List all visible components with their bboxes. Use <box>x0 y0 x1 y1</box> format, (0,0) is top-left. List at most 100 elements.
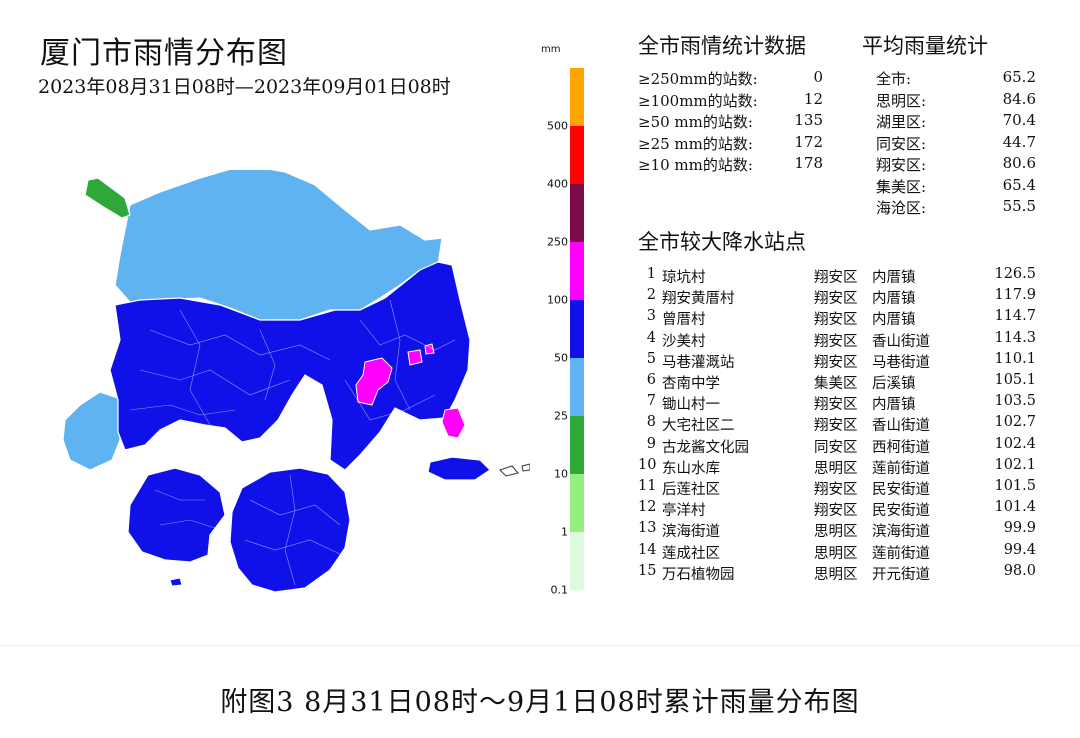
average-value: 65.4 <box>1002 175 1036 194</box>
average-value: 55.5 <box>1002 197 1036 215</box>
station-rank: 3 <box>646 308 656 325</box>
station-town: 开元街道 <box>872 566 930 583</box>
station-name: 古龙酱文化园 <box>662 439 749 456</box>
legend-band <box>570 126 584 184</box>
station-name: 后莲社区 <box>662 482 720 498</box>
station-rank: 11 <box>638 478 657 494</box>
legend-band <box>570 242 584 300</box>
station-district: 同安区 <box>814 439 858 456</box>
station-district: 翔安区 <box>814 418 858 435</box>
station-rank: 2 <box>646 287 656 304</box>
rain-map-sheet: 厦门市雨情分布图 2023年08月31日08时—2023年09月01日08时 <box>38 34 1036 597</box>
map-islet <box>499 465 519 477</box>
station-name: 马巷灌溉站 <box>662 354 735 371</box>
average-value: 80.6 <box>1002 154 1036 172</box>
legend-band <box>570 184 584 242</box>
station-rainfall: 99.4 <box>1003 541 1036 558</box>
station-town: 内厝镇 <box>872 270 916 286</box>
station-name: 亭洋村 <box>662 503 706 520</box>
average-district: 思明区: <box>876 91 927 110</box>
station-town: 后溪镇 <box>872 376 916 392</box>
legend-band <box>570 68 584 126</box>
station-name: 锄山村一 <box>662 397 720 414</box>
map-region-light-blue-west <box>62 391 121 471</box>
station-rank: 5 <box>646 350 656 367</box>
station-rank: 9 <box>646 435 656 452</box>
station-rainfall: 114.3 <box>994 329 1036 346</box>
station-town: 民安街道 <box>872 503 930 520</box>
station-name: 曾厝村 <box>662 312 706 329</box>
divider <box>0 645 1080 646</box>
legend-tick-label: 0.1 <box>550 583 569 597</box>
station-name: 莲成社区 <box>662 545 720 562</box>
station-town: 马巷街道 <box>872 354 930 371</box>
average-district: 湖里区: <box>876 113 927 131</box>
station-town: 莲前街道 <box>872 545 930 562</box>
map-region-magenta <box>424 343 435 355</box>
map-region-blue-mainland <box>109 261 471 471</box>
average-value: 44.7 <box>1002 132 1036 151</box>
station-district: 思明区 <box>814 545 858 562</box>
legend-band <box>570 416 584 474</box>
station-rainfall: 103.5 <box>994 393 1036 410</box>
station-name: 东山水库 <box>662 460 720 477</box>
legend-tick-label: 1 <box>561 525 568 539</box>
average-title: 平均雨量统计 <box>862 34 988 58</box>
station-district: 思明区 <box>814 566 858 583</box>
map-region-magenta <box>355 357 393 406</box>
station-name: 滨海街道 <box>662 524 720 541</box>
legend-tick-label: 250 <box>547 235 568 249</box>
station-district: 翔安区 <box>814 482 858 498</box>
station-rank: 12 <box>638 499 657 516</box>
stats-label: ≥10 mm的站数: <box>638 156 753 174</box>
station-rainfall: 102.1 <box>994 456 1036 473</box>
legend-tick-label: 25 <box>554 409 568 423</box>
station-rank: 7 <box>646 393 656 410</box>
map-region-green <box>84 177 131 219</box>
legend-tick-label: 100 <box>547 293 568 307</box>
station-rainfall: 102.7 <box>994 414 1036 431</box>
stats-value: 172 <box>794 132 823 151</box>
station-district: 翔安区 <box>814 270 858 286</box>
legend-band <box>570 358 584 416</box>
map-region-blue-southwest <box>127 467 226 563</box>
station-rank: 4 <box>646 329 656 346</box>
station-town: 内厝镇 <box>872 291 916 308</box>
station-rank: 10 <box>638 456 657 473</box>
station-rainfall: 99.9 <box>1003 520 1036 537</box>
stats-value: 12 <box>803 89 823 108</box>
map-period: 2023年08月31日08时—2023年09月01日08时 <box>38 76 451 98</box>
station-rank: 15 <box>638 562 657 579</box>
legend-tick-label: 400 <box>547 177 568 191</box>
stats-label: ≥100mm的站数: <box>638 91 758 110</box>
legend-band <box>570 474 584 532</box>
map-region-magenta <box>407 349 423 366</box>
stats-value: 178 <box>794 154 823 172</box>
station-rank: 1 <box>646 266 656 282</box>
legend-tick-label: 50 <box>554 351 568 365</box>
station-rank: 6 <box>646 372 656 388</box>
station-town: 内厝镇 <box>872 397 916 414</box>
station-rainfall: 98.0 <box>1003 562 1036 579</box>
station-rainfall: 126.5 <box>994 266 1036 282</box>
stats-title: 全市雨情统计数据 <box>638 34 806 58</box>
map-islet <box>521 463 530 472</box>
station-town: 内厝镇 <box>872 312 916 329</box>
station-rainfall: 110.1 <box>994 350 1036 367</box>
town-boundaries <box>129 299 456 586</box>
average-district: 集美区: <box>876 177 927 196</box>
stats-label: ≥25 mm的站数: <box>638 134 753 153</box>
average-district: 海沧区: <box>876 199 927 217</box>
legend-unit: mm <box>541 44 561 55</box>
stats-value: 135 <box>794 111 823 129</box>
stats-value: 0 <box>813 68 823 86</box>
station-rainfall: 101.4 <box>994 499 1036 516</box>
station-town: 香山街道 <box>872 418 930 435</box>
station-district: 翔安区 <box>814 397 858 414</box>
xiamen-rainfall-map <box>62 170 530 593</box>
map-islet <box>169 577 183 587</box>
station-district: 翔安区 <box>814 354 858 371</box>
station-district: 翔安区 <box>814 291 858 308</box>
legend-band <box>570 532 584 590</box>
station-town: 滨海街道 <box>872 524 930 541</box>
